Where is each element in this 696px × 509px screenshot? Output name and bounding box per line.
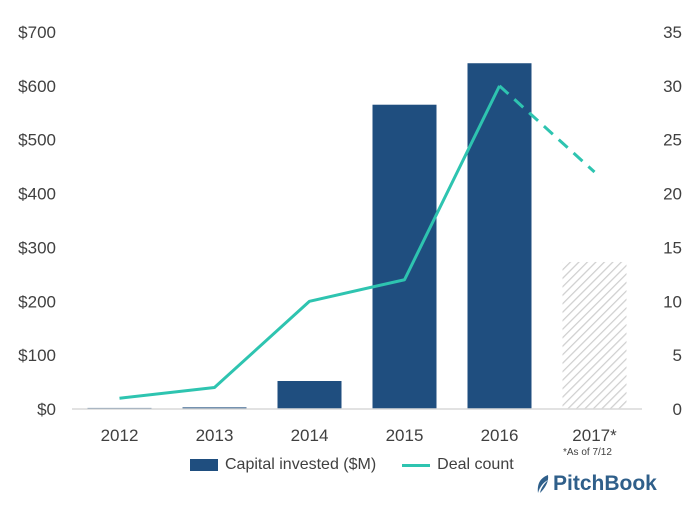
x-tick-label: 2017*	[572, 426, 617, 445]
legend-label-deals: Deal count	[437, 456, 514, 473]
right-tick-label: 35	[663, 23, 682, 42]
left-tick-label: $600	[18, 77, 56, 96]
deal-count-line-solid	[119, 85, 501, 400]
right-tick-label: 15	[663, 238, 682, 257]
footnote: *As of 7/12	[563, 447, 612, 458]
x-tick-label: 2014	[291, 426, 329, 445]
bar-2016	[467, 63, 532, 409]
x-tick-label: 2012	[101, 426, 139, 445]
bar-2014	[277, 380, 342, 409]
left-tick-label: $0	[37, 400, 56, 419]
x-tick-label: 2013	[196, 426, 234, 445]
legend: Capital invested ($M) Deal count	[190, 456, 540, 474]
left-tick-label: $400	[18, 185, 56, 204]
bar-2013	[182, 407, 247, 409]
right-tick-label: 10	[663, 292, 682, 311]
brand-name: PitchBook	[553, 472, 657, 495]
legend-label-capital: Capital invested ($M)	[225, 456, 377, 473]
left-axis: $0 $100 $200 $300 $400 $500 $600 $700	[18, 23, 56, 419]
bar-2015	[372, 104, 437, 409]
left-tick-label: $300	[18, 238, 56, 257]
pitchbook-leaf-icon	[537, 475, 549, 493]
bar-2017	[562, 261, 627, 409]
right-tick-label: 0	[673, 400, 682, 419]
deal-count-line-dashed	[498, 84, 596, 174]
left-tick-label: $200	[18, 292, 56, 311]
line-series	[119, 84, 596, 400]
x-axis: 2012 2013 2014 2015 2016 2017*	[101, 426, 618, 445]
right-tick-label: 20	[663, 185, 682, 204]
right-tick-label: 5	[673, 346, 682, 365]
legend-swatch-line	[402, 463, 431, 467]
brand-logo: PitchBook	[536, 472, 657, 496]
left-tick-label: $100	[18, 346, 56, 365]
x-tick-label: 2015	[386, 426, 424, 445]
legend-item-capital: Capital invested ($M)	[190, 456, 376, 474]
left-tick-label: $700	[18, 23, 56, 42]
x-tick-label: 2016	[481, 426, 519, 445]
legend-swatch-bar	[190, 459, 218, 471]
bar-series	[87, 63, 627, 409]
left-tick-label: $500	[18, 131, 56, 150]
right-tick-label: 25	[663, 131, 682, 150]
legend-item-deals: Deal count	[402, 456, 514, 474]
right-axis: 0 5 10 15 20 25 30 35	[663, 23, 682, 419]
right-tick-label: 30	[663, 77, 682, 96]
